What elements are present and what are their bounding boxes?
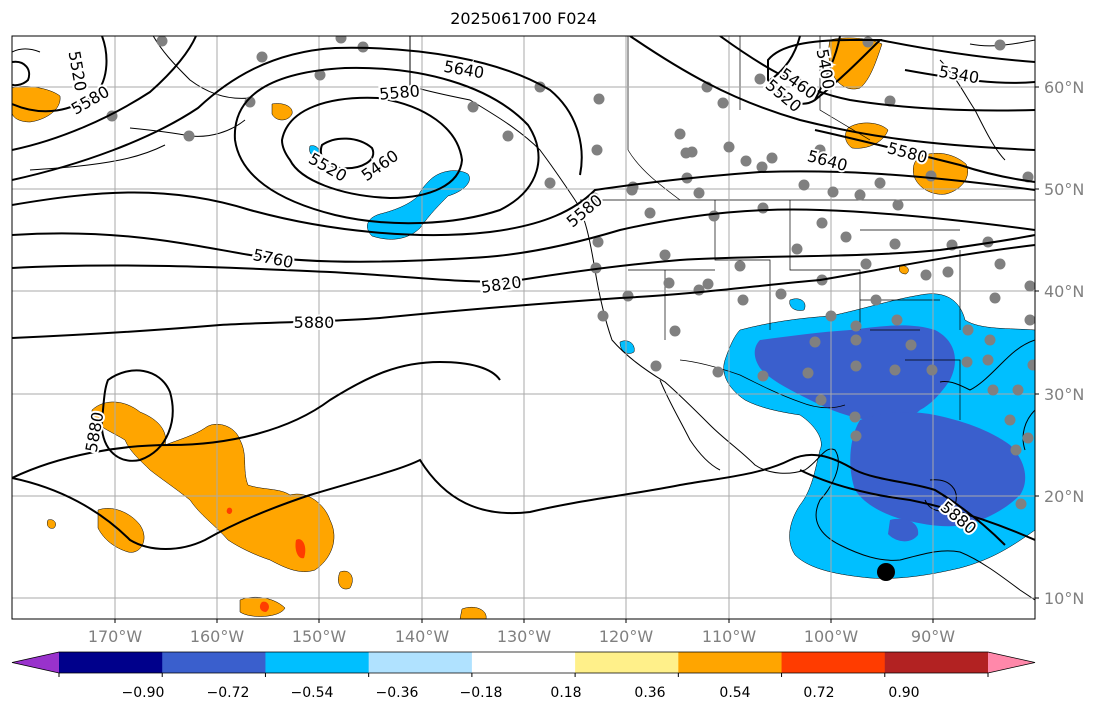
colorbar-extend-low: [12, 652, 59, 673]
colorbar-tick-label: 0.36: [634, 685, 665, 701]
colorbar-segment: [471, 652, 576, 673]
longitude-axis: [114, 619, 934, 623]
lat-label: 20°N: [1044, 487, 1084, 506]
location-marker: [877, 563, 895, 581]
contour-label: 5520: [65, 49, 91, 92]
colorbar-tick-label: 0.54: [719, 685, 750, 701]
strong-negative-anomaly-areas: [754, 325, 1026, 542]
colorbar-tick-label: −0.72: [207, 685, 250, 701]
contour-label: 5880: [294, 313, 335, 332]
colorbar-tick-label: −0.54: [291, 685, 334, 701]
map-title: 2025061700 F024: [450, 9, 597, 28]
colorbar-segment: [884, 652, 989, 673]
colorbar-extend-high: [988, 652, 1035, 673]
lat-label: 50°N: [1044, 180, 1084, 199]
lon-label: 100°W: [804, 627, 859, 646]
contour-label: 5460: [358, 146, 402, 185]
colorbar-tick-label: −0.18: [460, 685, 503, 701]
contour-label: 5640: [442, 57, 485, 83]
latitude-labels: 60°N 50°N 40°N 30°N 20°N 10°N: [1044, 78, 1084, 608]
colorbar-segment: [162, 652, 266, 673]
lat-label: 40°N: [1044, 282, 1084, 301]
lon-label: 110°W: [702, 627, 757, 646]
colorbar-segment: [265, 652, 370, 673]
latitude-axis: [1035, 86, 1039, 599]
colorbar-segment: [575, 652, 679, 673]
colorbar-tick-label: 0.90: [888, 685, 919, 701]
colorbar-segment: [59, 652, 163, 673]
graticule: [12, 36, 1035, 619]
colorbar-tick-label: 0.72: [803, 685, 834, 701]
colorbar-tick-label: 0.18: [550, 685, 581, 701]
contour-label: 5580: [563, 190, 606, 231]
height-contours: [12, 36, 1035, 550]
contour-label: 5880: [82, 410, 108, 453]
longitude-labels: 170°W 160°W 150°W 140°W 130°W 120°W 110°…: [88, 627, 955, 646]
colorbar-segment: [781, 652, 886, 673]
lon-label: 140°W: [395, 627, 450, 646]
lon-label: 130°W: [497, 627, 552, 646]
colorbar-segment: [368, 652, 473, 673]
lon-label: 90°W: [911, 627, 955, 646]
colorbar-tick-label: −0.90: [122, 685, 165, 701]
contour-label: 5580: [378, 81, 420, 103]
colorbar-tick-label: −0.36: [376, 685, 419, 701]
lat-label: 60°N: [1044, 78, 1084, 97]
colorbar-segment: [678, 652, 783, 673]
lon-label: 170°W: [88, 627, 143, 646]
contour-label: 5340: [937, 62, 980, 88]
colorbar: [11, 651, 1036, 677]
colorbar-tick-labels: −0.90 −0.72 −0.54 −0.36 −0.18 0.18 0.36 …: [122, 685, 920, 701]
contour-label: 5820: [480, 272, 523, 296]
lon-label: 160°W: [190, 627, 245, 646]
strong-positive-anomaly-areas: [226, 507, 306, 612]
lon-label: 120°W: [599, 627, 654, 646]
lon-label: 150°W: [292, 627, 347, 646]
lat-label: 30°N: [1044, 385, 1084, 404]
lat-label: 10°N: [1044, 589, 1084, 608]
